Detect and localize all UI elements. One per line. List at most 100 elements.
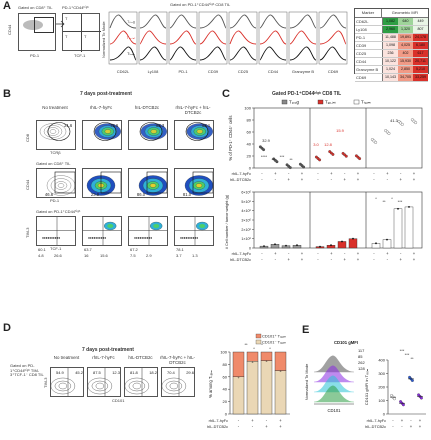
data-point xyxy=(387,131,391,135)
row-label: hIL-DTCB2c xyxy=(207,425,228,429)
y-tick-label: 6×10⁶ xyxy=(241,191,251,195)
histogram-curve xyxy=(319,14,347,29)
top-value-label: 3.0 xyxy=(313,142,319,147)
y-tick-label: 0 xyxy=(249,247,251,251)
heat-row-marker: Ly108 xyxy=(355,26,383,33)
significance-mark: ** xyxy=(289,157,293,162)
heat-header-mfi: Geometric MFI xyxy=(391,10,419,15)
panel-b-row-gate: Gated on CD8⁺ TIL xyxy=(36,161,71,166)
y-tick-label: 4×10⁶ xyxy=(241,209,251,213)
density-contour xyxy=(149,183,157,188)
heat-cell: 449 xyxy=(413,18,428,25)
quad-value-left: 54.9 xyxy=(56,370,65,375)
histogram-marker-label: CD39 xyxy=(207,69,219,74)
histogram-frame xyxy=(228,11,258,65)
bar-cd101-pos xyxy=(246,351,259,362)
flow-dot xyxy=(58,237,60,239)
heat-cell: 402 xyxy=(398,50,413,57)
heat-cell: 34,705 xyxy=(398,74,413,81)
quad-value-bottom-right: 1.3 xyxy=(192,253,198,258)
bar-point xyxy=(274,243,276,246)
panel-d-label: D xyxy=(3,322,11,334)
gate-rect xyxy=(100,171,121,194)
panel-d-gate: Gated on PD-1⁺CD44ʰⁱᵍʰ TIM-3⁺TCF-1⁻ CD8 … xyxy=(10,363,44,377)
significance-mark: * xyxy=(261,342,263,347)
heat-header-marker: Marker xyxy=(355,9,382,17)
gate-value: 86.0 xyxy=(137,192,146,197)
legend-swatch xyxy=(255,333,262,339)
flow-plot-svg xyxy=(175,217,213,245)
heat-cell: 4,025 xyxy=(398,42,413,49)
mfi-value: 262 xyxy=(358,360,365,365)
heat-row-marker: Granzyme B xyxy=(355,66,383,73)
heat-cell: 640 xyxy=(398,18,413,25)
heat-cell: 2,850 xyxy=(398,66,413,73)
bar-point xyxy=(397,207,399,210)
sign-mark: - xyxy=(387,177,389,182)
quad-value-bottom-right: 26.6 xyxy=(54,253,62,258)
flow-dot xyxy=(54,237,57,239)
top-ylabel: % of PD-1⁺ CD44⁺ cells xyxy=(228,116,233,161)
y-tick-label: 80 xyxy=(247,118,252,123)
histogram-frame xyxy=(198,11,228,65)
quad-value-bottom-left: 3.7 xyxy=(176,253,182,258)
heat-cell: 11,488 xyxy=(383,34,398,41)
bar-point xyxy=(352,237,354,240)
y-tick-label: 300 xyxy=(378,371,385,376)
quad-value-top: 67.2 xyxy=(130,247,138,252)
flow-dot xyxy=(88,237,90,239)
histogram-frame xyxy=(138,11,168,65)
data-point xyxy=(302,165,306,169)
sign-mark: - xyxy=(288,171,290,176)
flow-plot-svg xyxy=(83,217,121,245)
subset-label: Tₑₓ.ᵢₙₜ xyxy=(127,36,136,40)
top-value-label: 15.9 xyxy=(336,128,345,133)
flow-plot xyxy=(174,216,214,246)
sign-mark: + xyxy=(413,171,416,176)
top-value-label: 12.8 xyxy=(324,142,333,147)
density-contour xyxy=(128,380,146,392)
histogram-curve xyxy=(169,30,197,45)
flow-dot xyxy=(56,237,59,239)
hist-ylabel: Normalized To Mode xyxy=(304,363,309,400)
density-contour xyxy=(169,382,179,390)
density-contour xyxy=(196,129,203,134)
flow-plot-svg: 79.6 xyxy=(93,122,121,141)
histogram-frame xyxy=(108,11,138,65)
flow-plot: 70.4 29.6 xyxy=(161,367,195,397)
significance-mark: **** xyxy=(261,154,268,159)
sign-mark: + xyxy=(265,424,268,429)
significance-mark: *** xyxy=(398,199,403,204)
y-tick-label: 40 xyxy=(247,142,252,147)
legend-title: CD101 gMFI xyxy=(334,340,358,345)
flow-dot xyxy=(53,237,55,239)
histogram-marker-label: PD-1 xyxy=(178,69,188,74)
heat-cell: 20,711 xyxy=(413,58,428,65)
heat-cell: 24,178 xyxy=(413,34,428,41)
heat-row-marker: PD-1 xyxy=(355,34,383,41)
bar-point: + xyxy=(279,369,282,374)
density-contour xyxy=(165,380,183,392)
axis-tcf1: TCF-1 xyxy=(74,53,86,58)
quad-value-left: 70.4 xyxy=(167,370,176,375)
quad-value-bottom-right: 2.9 xyxy=(146,253,152,258)
flow-dot xyxy=(137,237,140,239)
row-label: hIL-DTCB2c xyxy=(365,425,386,429)
y-tick-label: 100 xyxy=(244,106,251,111)
legend-swatch xyxy=(317,99,324,105)
histogram-curve xyxy=(139,46,167,61)
flow-dot xyxy=(189,237,191,239)
flow-plot-svg: 83.3 xyxy=(139,122,167,141)
sign-mark: - xyxy=(261,177,263,182)
gate-value: 83.1 xyxy=(202,123,211,128)
histogram-gate-title: Gated on PD-1⁺CD44ʰⁱᵍʰ CD8 TIL xyxy=(170,2,231,7)
sign-mark: - xyxy=(331,257,333,262)
panel-c-charts: Tₚᵣₒg Tₑₓ.ᵢₙₜ Tₜₑᵣₘ 100 80 60 40 20 0 % of PD-1⁺ … xyxy=(225,99,423,262)
heat-cell: 15,930 xyxy=(398,58,413,65)
flow-plot xyxy=(36,216,76,246)
data-point xyxy=(331,152,335,156)
legend-label: Tₑₓ.ᵢₙₜ xyxy=(325,100,337,105)
sign-mark: + xyxy=(386,171,389,176)
heat-row: CD39 1,098 4,025 6,180 xyxy=(355,42,428,50)
